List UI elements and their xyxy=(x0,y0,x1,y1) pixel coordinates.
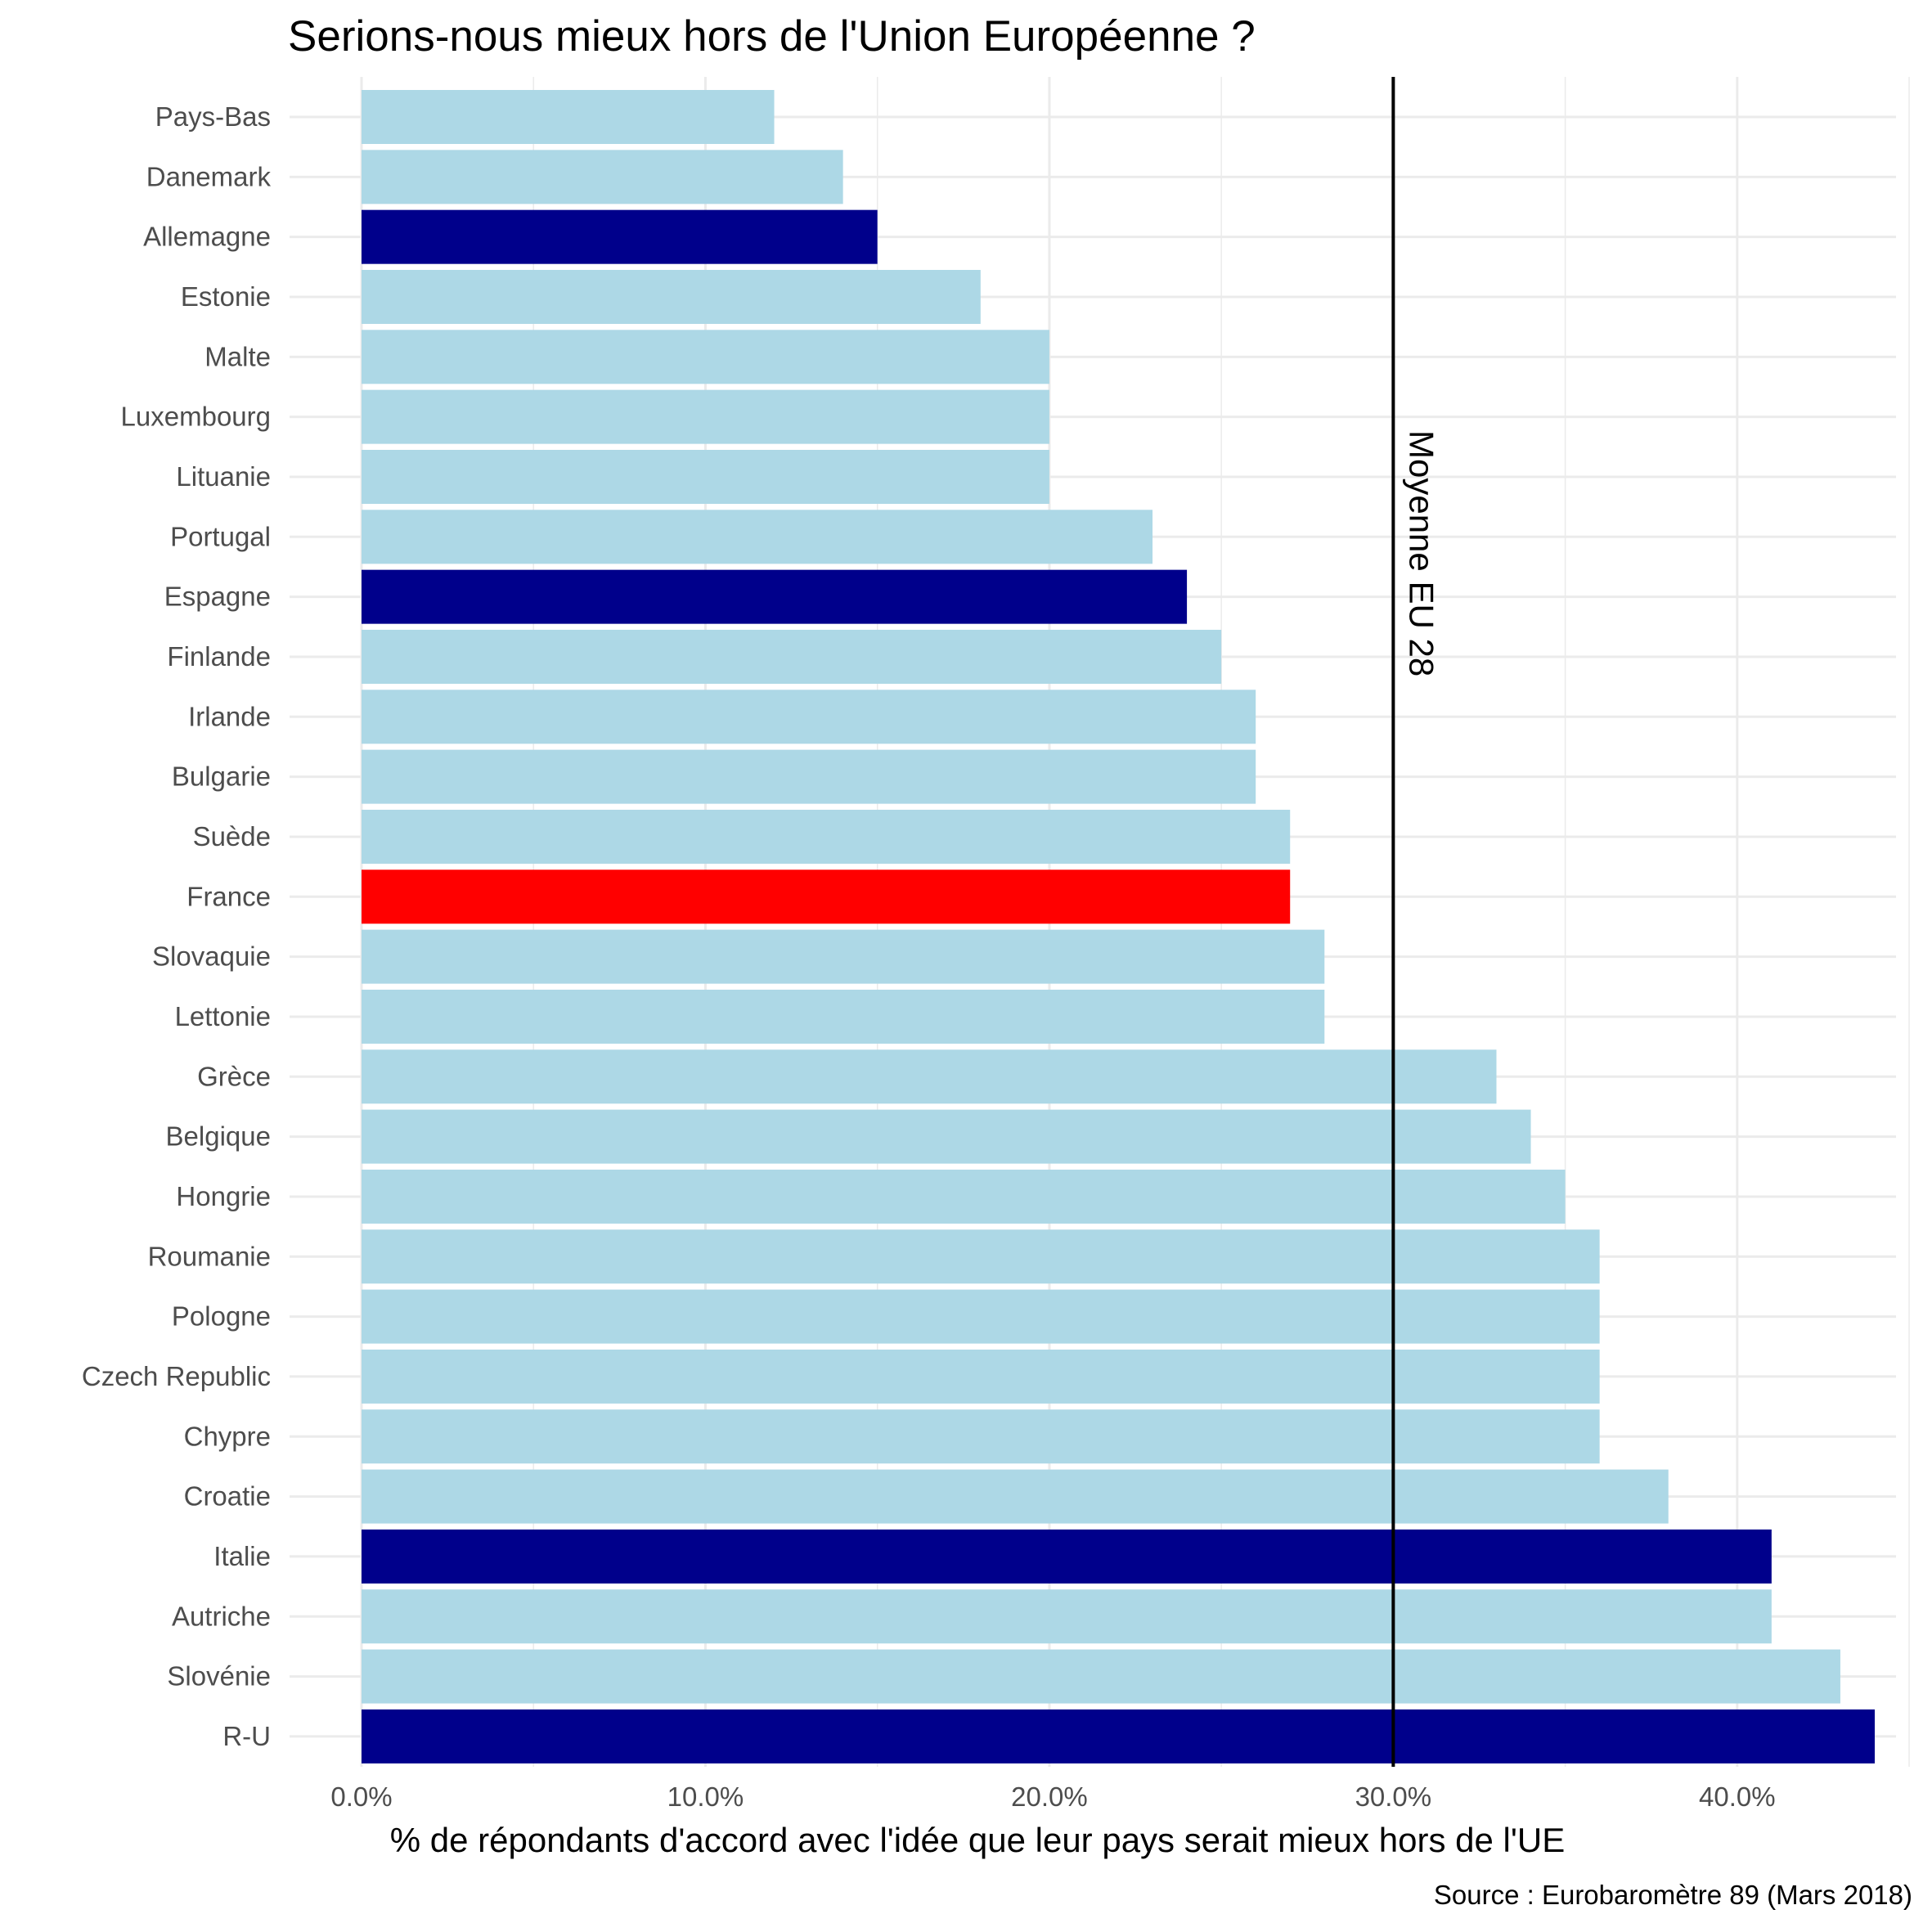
chart-caption: Source : Eurobaromètre 89 (Mars 2018) xyxy=(1434,1880,1912,1910)
category-label: Estonie xyxy=(181,281,271,312)
bar xyxy=(362,929,1325,984)
reference-line-layer: Moyenne EU 28 xyxy=(1391,77,1440,1767)
bar xyxy=(362,690,1256,744)
x-tick-label: 10.0% xyxy=(667,1781,744,1812)
category-label: Roumanie xyxy=(148,1241,271,1271)
bar xyxy=(362,150,843,204)
category-label: Slovénie xyxy=(167,1661,271,1692)
x-tick-label: 40.0% xyxy=(1699,1781,1776,1812)
category-label: Irlande xyxy=(188,701,271,731)
bar-layer xyxy=(362,90,1875,1764)
category-label: Hongrie xyxy=(176,1181,271,1211)
category-label: Portugal xyxy=(170,521,271,551)
category-label: France xyxy=(186,881,271,911)
chart-title: Serions-nous mieux hors de l'Union Europ… xyxy=(288,12,1256,61)
bar xyxy=(362,869,1291,924)
reference-line-label: Moyenne EU 28 xyxy=(1402,430,1440,676)
category-label: Autriche xyxy=(172,1601,271,1631)
category-label: Italie xyxy=(213,1541,271,1571)
category-label: Pologne xyxy=(172,1301,271,1332)
bar xyxy=(362,1229,1600,1284)
category-label: Suède xyxy=(193,821,271,851)
x-tick-label: 30.0% xyxy=(1355,1781,1432,1812)
bar xyxy=(362,1529,1772,1584)
bar xyxy=(362,389,1049,444)
bar xyxy=(362,629,1222,684)
bar xyxy=(362,569,1188,624)
bar xyxy=(362,1109,1531,1164)
category-labels: Pays-Bas Danemark Allemagne Estonie Malte Lux… xyxy=(82,101,272,1751)
bar xyxy=(362,1709,1875,1764)
x-tick-label: 20.0% xyxy=(1011,1781,1088,1812)
category-label: Slovaquie xyxy=(152,941,271,972)
x-tick-label: 0.0% xyxy=(330,1781,392,1812)
category-label: Pays-Bas xyxy=(155,101,271,132)
bar xyxy=(362,1649,1840,1704)
bar xyxy=(362,749,1256,804)
bar xyxy=(362,1589,1772,1644)
category-label: Danemark xyxy=(146,161,272,191)
category-label: Chypre xyxy=(184,1421,271,1451)
bar xyxy=(362,269,981,324)
category-label: Lituanie xyxy=(176,461,271,492)
bar xyxy=(362,1289,1600,1344)
category-label: Luxembourg xyxy=(121,402,271,432)
category-label: Malte xyxy=(204,341,271,371)
category-label: Allemagne xyxy=(143,222,271,252)
x-tick-labels: 0.0% 10.0% 20.0% 30.0% 40.0% xyxy=(330,1781,1775,1812)
bar xyxy=(362,809,1291,864)
category-label: Grèce xyxy=(197,1061,271,1091)
bar xyxy=(362,1349,1600,1404)
bar xyxy=(362,1169,1566,1224)
category-label: Croatie xyxy=(184,1481,271,1512)
bar xyxy=(362,989,1325,1044)
category-label: Czech Republic xyxy=(82,1361,271,1391)
category-label: Bulgarie xyxy=(172,762,271,792)
bar xyxy=(362,510,1153,564)
bar xyxy=(362,1049,1497,1104)
category-label: R-U xyxy=(222,1721,271,1751)
bar xyxy=(362,1469,1669,1524)
category-label: Espagne xyxy=(164,582,271,612)
category-label: Lettonie xyxy=(175,1001,271,1031)
bar xyxy=(362,1409,1600,1464)
bar xyxy=(362,330,1049,384)
bar xyxy=(362,449,1049,504)
category-label: Finlande xyxy=(167,641,271,672)
category-label: Belgique xyxy=(166,1121,271,1152)
bar xyxy=(362,209,878,264)
x-axis-title: % de répondants d'accord avec l'idée que… xyxy=(390,1821,1566,1859)
bar xyxy=(362,90,775,144)
